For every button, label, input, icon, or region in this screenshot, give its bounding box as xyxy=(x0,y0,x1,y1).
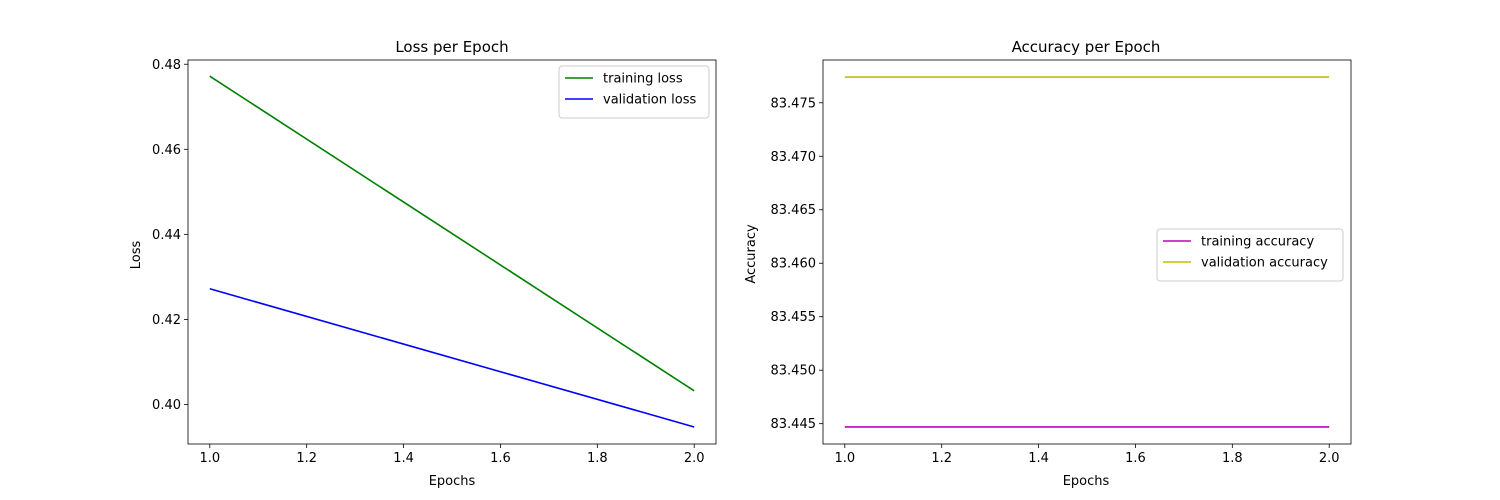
loss-legend-label: training loss xyxy=(603,72,683,87)
accuracy-chart-title: Accuracy per Epoch xyxy=(1012,38,1161,56)
accuracy-legend-label: validation accuracy xyxy=(1201,256,1328,271)
accuracy-legend: training accuracy validation accuracy xyxy=(1156,228,1344,282)
accuracy-plot-area: 1.0 1.2 1.4 1.6 1.8 2.0 83.445 83.450 83.455 83.4… xyxy=(771,59,1352,466)
loss-xtick-label: 2.0 xyxy=(684,451,705,466)
loss-ytick-label: 0.46 xyxy=(152,143,181,158)
accuracy-ytick-label: 83.465 xyxy=(771,203,817,218)
loss-chart: Loss per Epoch Epochs Loss 1.0 1.2 1.4 1.6 1… xyxy=(129,38,717,489)
loss-axes-frame xyxy=(187,59,717,445)
accuracy-ytick-label: 83.445 xyxy=(771,417,817,432)
accuracy-chart-xlabel: Epochs xyxy=(1063,474,1110,489)
loss-xtick-label: 1.6 xyxy=(490,451,511,466)
accuracy-legend-label: training accuracy xyxy=(1201,235,1314,250)
accuracy-ytick-label: 83.455 xyxy=(771,310,817,325)
loss-legend-box xyxy=(558,65,710,119)
loss-chart-ylabel: Loss xyxy=(129,241,144,270)
loss-legend-label: validation loss xyxy=(603,93,696,108)
accuracy-legend-box xyxy=(1156,228,1344,282)
loss-plot-area: 1.0 1.2 1.4 1.6 1.8 2.0 0.40 0.42 0.44 0.46 0.48 tr… xyxy=(152,58,717,466)
accuracy-xtick-label: 1.0 xyxy=(834,451,855,466)
loss-ytick-label: 0.48 xyxy=(152,58,181,73)
loss-ytick-label: 0.44 xyxy=(152,228,181,243)
loss-chart-xlabel: Epochs xyxy=(429,474,476,489)
loss-ytick-label: 0.42 xyxy=(152,313,181,328)
accuracy-chart-ylabel: Accuracy xyxy=(744,224,759,284)
loss-xtick-label: 1.8 xyxy=(587,451,608,466)
loss-ytick-label: 0.40 xyxy=(152,398,181,413)
accuracy-xtick-label: 2.0 xyxy=(1319,451,1340,466)
accuracy-xtick-label: 1.6 xyxy=(1125,451,1146,466)
accuracy-xtick-label: 1.2 xyxy=(931,451,952,466)
loss-legend: training loss validation loss xyxy=(558,65,710,119)
accuracy-xtick-label: 1.4 xyxy=(1028,451,1049,466)
loss-series-line-0 xyxy=(209,75,695,392)
accuracy-ytick-label: 83.450 xyxy=(771,364,817,379)
accuracy-axes-frame xyxy=(822,59,1352,445)
loss-series-line-1 xyxy=(209,288,695,428)
loss-xtick-label: 1.0 xyxy=(199,451,220,466)
accuracy-ytick-label: 83.460 xyxy=(771,257,817,272)
loss-xtick-label: 1.4 xyxy=(393,451,414,466)
accuracy-ytick-label: 83.475 xyxy=(771,96,817,111)
loss-chart-title: Loss per Epoch xyxy=(395,38,508,56)
accuracy-xtick-label: 1.8 xyxy=(1222,451,1243,466)
accuracy-chart: Accuracy per Epoch Epochs Accuracy 1.0 1.… xyxy=(744,38,1352,489)
accuracy-ytick-label: 83.470 xyxy=(771,150,817,165)
loss-xtick-label: 1.2 xyxy=(296,451,317,466)
